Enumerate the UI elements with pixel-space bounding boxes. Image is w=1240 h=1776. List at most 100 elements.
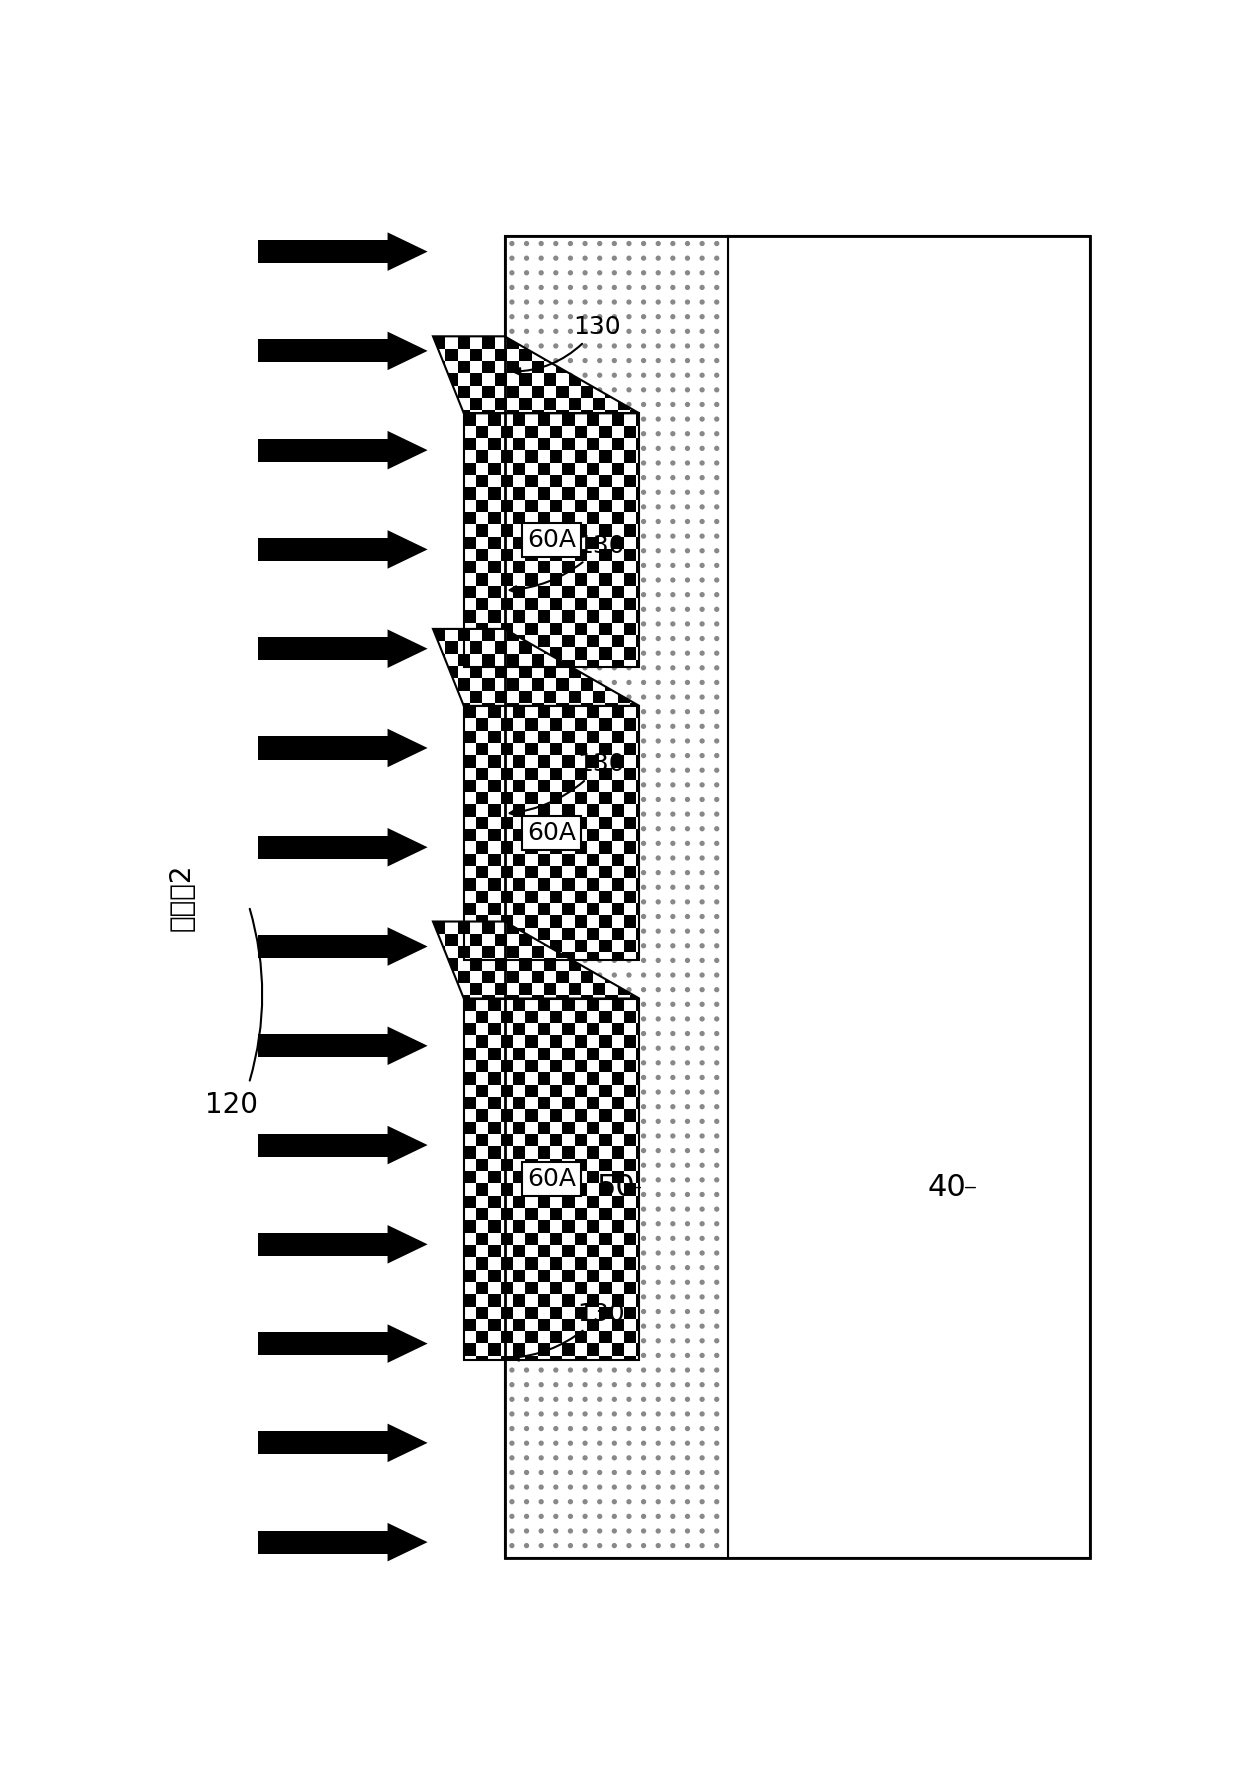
Circle shape	[510, 929, 513, 932]
Bar	[501, 499, 513, 511]
Circle shape	[598, 783, 601, 787]
Circle shape	[613, 272, 616, 275]
Bar	[476, 792, 489, 805]
Bar	[618, 641, 630, 654]
Circle shape	[613, 915, 616, 918]
Circle shape	[510, 272, 513, 275]
Bar	[636, 536, 640, 549]
Bar	[513, 1295, 526, 1307]
Bar	[476, 474, 489, 487]
Circle shape	[656, 446, 660, 451]
Circle shape	[510, 1090, 513, 1094]
Circle shape	[598, 520, 601, 524]
Bar	[532, 654, 544, 666]
Circle shape	[613, 1295, 616, 1298]
Circle shape	[539, 769, 543, 773]
Bar	[464, 536, 476, 549]
Circle shape	[656, 987, 660, 991]
Circle shape	[686, 314, 689, 318]
Circle shape	[539, 1222, 543, 1225]
Bar	[526, 574, 538, 586]
Bar	[611, 462, 624, 474]
Bar	[476, 842, 489, 854]
Bar	[489, 755, 501, 767]
Bar	[624, 718, 636, 730]
Circle shape	[568, 973, 573, 977]
Circle shape	[686, 1280, 689, 1284]
Circle shape	[701, 1325, 704, 1328]
Bar	[636, 805, 640, 817]
Circle shape	[671, 900, 675, 904]
Circle shape	[714, 1266, 719, 1270]
Bar	[489, 1098, 501, 1110]
Bar	[551, 648, 563, 659]
Bar	[489, 1122, 501, 1135]
Bar	[526, 1233, 538, 1245]
Bar	[574, 599, 587, 611]
Circle shape	[671, 373, 675, 377]
Circle shape	[568, 403, 573, 407]
Circle shape	[568, 870, 573, 874]
Circle shape	[525, 300, 528, 304]
Bar	[551, 599, 563, 611]
Bar	[618, 348, 630, 361]
Circle shape	[627, 242, 631, 245]
Bar	[599, 1332, 611, 1343]
Circle shape	[686, 1060, 689, 1066]
Bar	[563, 536, 574, 549]
Circle shape	[641, 446, 646, 451]
Bar	[538, 1220, 551, 1233]
Circle shape	[539, 1046, 543, 1050]
Circle shape	[714, 1353, 719, 1357]
Circle shape	[686, 783, 689, 787]
Circle shape	[656, 884, 660, 890]
Bar	[538, 487, 551, 499]
Circle shape	[613, 1499, 616, 1504]
Circle shape	[701, 1456, 704, 1460]
Bar	[568, 666, 580, 678]
Circle shape	[568, 504, 573, 508]
Circle shape	[510, 563, 513, 567]
Circle shape	[641, 579, 646, 583]
Circle shape	[554, 1222, 558, 1225]
Circle shape	[525, 1353, 528, 1357]
Bar	[551, 767, 563, 780]
Circle shape	[583, 403, 587, 407]
Circle shape	[686, 1384, 689, 1387]
Circle shape	[539, 1471, 543, 1474]
Bar	[587, 1320, 599, 1332]
Bar	[513, 730, 526, 742]
Circle shape	[598, 403, 601, 407]
Bar	[526, 1011, 538, 1023]
Circle shape	[568, 1515, 573, 1518]
Circle shape	[554, 680, 558, 684]
Circle shape	[568, 959, 573, 963]
Circle shape	[510, 1471, 513, 1474]
Circle shape	[583, 1515, 587, 1518]
Circle shape	[656, 1353, 660, 1357]
Circle shape	[598, 256, 601, 259]
Bar	[605, 410, 618, 423]
Bar	[482, 703, 495, 716]
Bar	[513, 439, 526, 451]
Circle shape	[714, 300, 719, 304]
Bar	[489, 659, 501, 668]
Bar	[611, 1245, 624, 1257]
Circle shape	[686, 476, 689, 480]
Bar	[587, 1245, 599, 1257]
Circle shape	[568, 417, 573, 421]
Circle shape	[671, 783, 675, 787]
Circle shape	[671, 1325, 675, 1328]
Circle shape	[583, 520, 587, 524]
Bar	[464, 1073, 476, 1085]
Circle shape	[656, 900, 660, 904]
Circle shape	[641, 769, 646, 773]
Circle shape	[671, 1002, 675, 1007]
Bar	[574, 1307, 587, 1320]
Circle shape	[598, 1149, 601, 1153]
Bar	[587, 1170, 599, 1183]
Circle shape	[656, 1208, 660, 1211]
Bar	[482, 971, 495, 984]
Bar	[513, 902, 526, 915]
Circle shape	[671, 417, 675, 421]
